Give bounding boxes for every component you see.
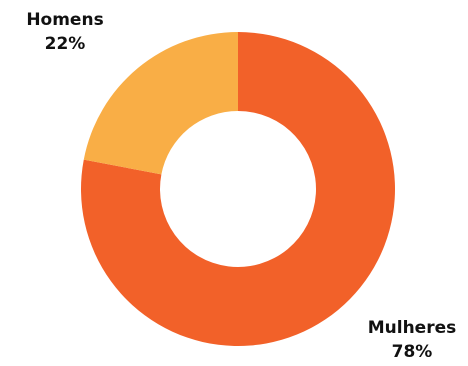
slice-label-homens: Homens 22% [10, 8, 120, 56]
donut-slice-homens [83, 32, 238, 175]
slice-label-homens-value: 22% [44, 34, 86, 54]
slice-label-mulheres-value: 78% [391, 342, 433, 362]
slice-label-mulheres: Mulheres 78% [356, 316, 468, 364]
slice-label-mulheres-name: Mulheres [367, 318, 457, 338]
slice-label-homens-name: Homens [26, 10, 104, 30]
donut-slice-mulheres [81, 32, 396, 346]
